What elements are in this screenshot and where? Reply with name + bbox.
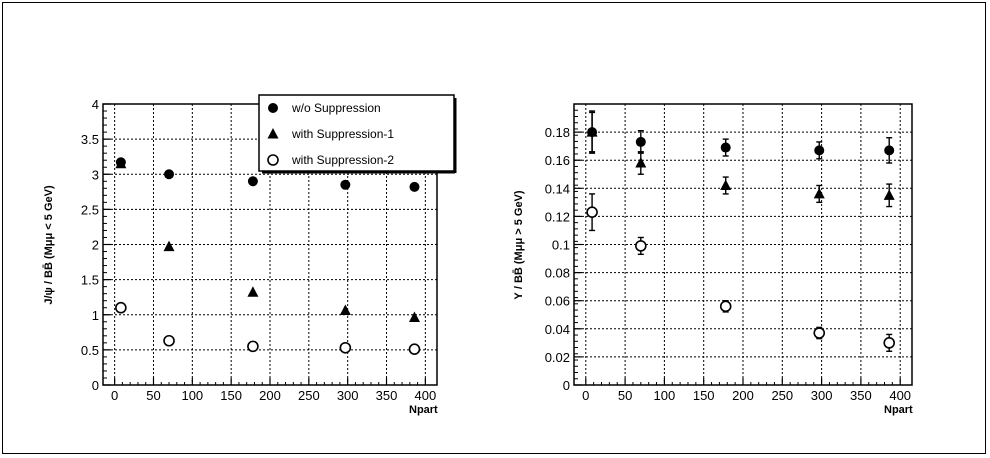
y-axis-title: Υ / BB̄ (Mμμ > 5 GeV) bbox=[513, 190, 525, 299]
data-point-open-circle bbox=[247, 340, 259, 353]
data-point-filled-triangle bbox=[813, 187, 825, 199]
x-tick-label: 350 bbox=[376, 388, 398, 403]
x-tick-label: 200 bbox=[259, 388, 281, 403]
y-tick-label: 3.5 bbox=[81, 132, 99, 147]
x-tick-label: 250 bbox=[298, 388, 320, 403]
data-point-filled-triangle bbox=[408, 311, 420, 323]
y-tick-label: 0.06 bbox=[545, 294, 570, 309]
legend-marker-open-circle bbox=[267, 154, 279, 166]
data-point-filled-circle bbox=[884, 145, 895, 156]
y-tick-label: 3 bbox=[92, 167, 99, 182]
x-tick-label: 100 bbox=[181, 388, 203, 403]
data-point-filled-circle bbox=[635, 136, 646, 147]
data-point-filled-triangle bbox=[339, 304, 351, 316]
x-tick-label: 400 bbox=[414, 388, 436, 403]
data-point-filled-circle bbox=[409, 181, 420, 192]
x-tick-label: 50 bbox=[618, 388, 632, 403]
data-point-filled-circle bbox=[814, 145, 825, 156]
data-point-open-circle bbox=[883, 337, 896, 349]
data-point-open-circle bbox=[719, 300, 732, 313]
data-point-filled-triangle bbox=[247, 286, 259, 297]
y-tick-label: 2 bbox=[92, 238, 99, 253]
x-axis-title: Npart bbox=[409, 404, 438, 416]
legend-box bbox=[258, 94, 455, 172]
data-point-open-circle bbox=[163, 334, 175, 347]
legend-entry-label: with Suppression-2 bbox=[291, 153, 394, 167]
y-tick-label: 0.18 bbox=[545, 125, 570, 140]
x-tick-label: 300 bbox=[811, 388, 833, 403]
data-point-filled-circle bbox=[247, 176, 258, 187]
y-tick-label: 0.04 bbox=[545, 322, 570, 337]
y-tick-label: 0.1 bbox=[552, 238, 570, 253]
data-point-filled-triangle bbox=[586, 126, 598, 137]
x-tick-label: 350 bbox=[850, 388, 872, 403]
x-tick-label: 200 bbox=[732, 388, 754, 403]
x-tick-label: 300 bbox=[337, 388, 359, 403]
data-point-filled-triangle bbox=[883, 189, 895, 200]
x-tick-label: 400 bbox=[889, 388, 911, 403]
data-point-filled-triangle bbox=[163, 240, 175, 252]
y-tick-label: 0 bbox=[563, 378, 570, 393]
y-tick-label: 0.16 bbox=[545, 153, 570, 168]
x-tick-label: 150 bbox=[693, 388, 715, 403]
x-tick-label: 50 bbox=[146, 388, 160, 403]
x-tick-label: 0 bbox=[111, 388, 118, 403]
data-point-filled-circle bbox=[164, 169, 175, 180]
legend-entry-label: w/o Suppression bbox=[291, 101, 381, 115]
x-axis-title: Npart bbox=[884, 404, 913, 416]
y-tick-label: 0.12 bbox=[545, 209, 570, 224]
y-tick-label: 0.14 bbox=[545, 181, 570, 196]
y-tick-label: 4 bbox=[92, 97, 99, 112]
y-tick-label: 0.08 bbox=[545, 266, 570, 281]
y-tick-label: 2.5 bbox=[81, 202, 99, 217]
legend-entry-label: with Suppression-1 bbox=[291, 127, 394, 141]
x-tick-label: 100 bbox=[654, 388, 676, 403]
data-point-open-circle bbox=[115, 301, 127, 314]
data-point-filled-circle bbox=[720, 142, 731, 153]
y-tick-label: 1 bbox=[92, 308, 99, 323]
data-point-open-circle bbox=[586, 206, 598, 218]
data-point-open-circle bbox=[408, 343, 421, 355]
data-point-open-circle bbox=[813, 327, 826, 339]
legend-marker-filled-triangle bbox=[267, 128, 279, 139]
x-tick-label: 250 bbox=[771, 388, 793, 403]
x-tick-label: 150 bbox=[220, 388, 242, 403]
y-tick-label: 0.02 bbox=[545, 350, 570, 365]
data-point-filled-triangle bbox=[720, 179, 732, 190]
data-point-open-circle bbox=[339, 341, 352, 354]
y-tick-label: 1.5 bbox=[81, 273, 99, 288]
data-point-open-circle bbox=[635, 240, 647, 252]
y-tick-label: 0 bbox=[92, 378, 99, 393]
data-point-filled-triangle bbox=[635, 157, 647, 168]
legend-marker-filled-circle bbox=[268, 103, 278, 113]
data-point-filled-triangle bbox=[115, 157, 127, 169]
y-tick-label: 0.5 bbox=[81, 343, 99, 358]
y-axis-title: J/ψ / BB̄ (Mμμ < 5 GeV) bbox=[43, 185, 55, 305]
data-point-filled-circle bbox=[340, 179, 351, 190]
x-tick-label: 0 bbox=[582, 388, 589, 403]
